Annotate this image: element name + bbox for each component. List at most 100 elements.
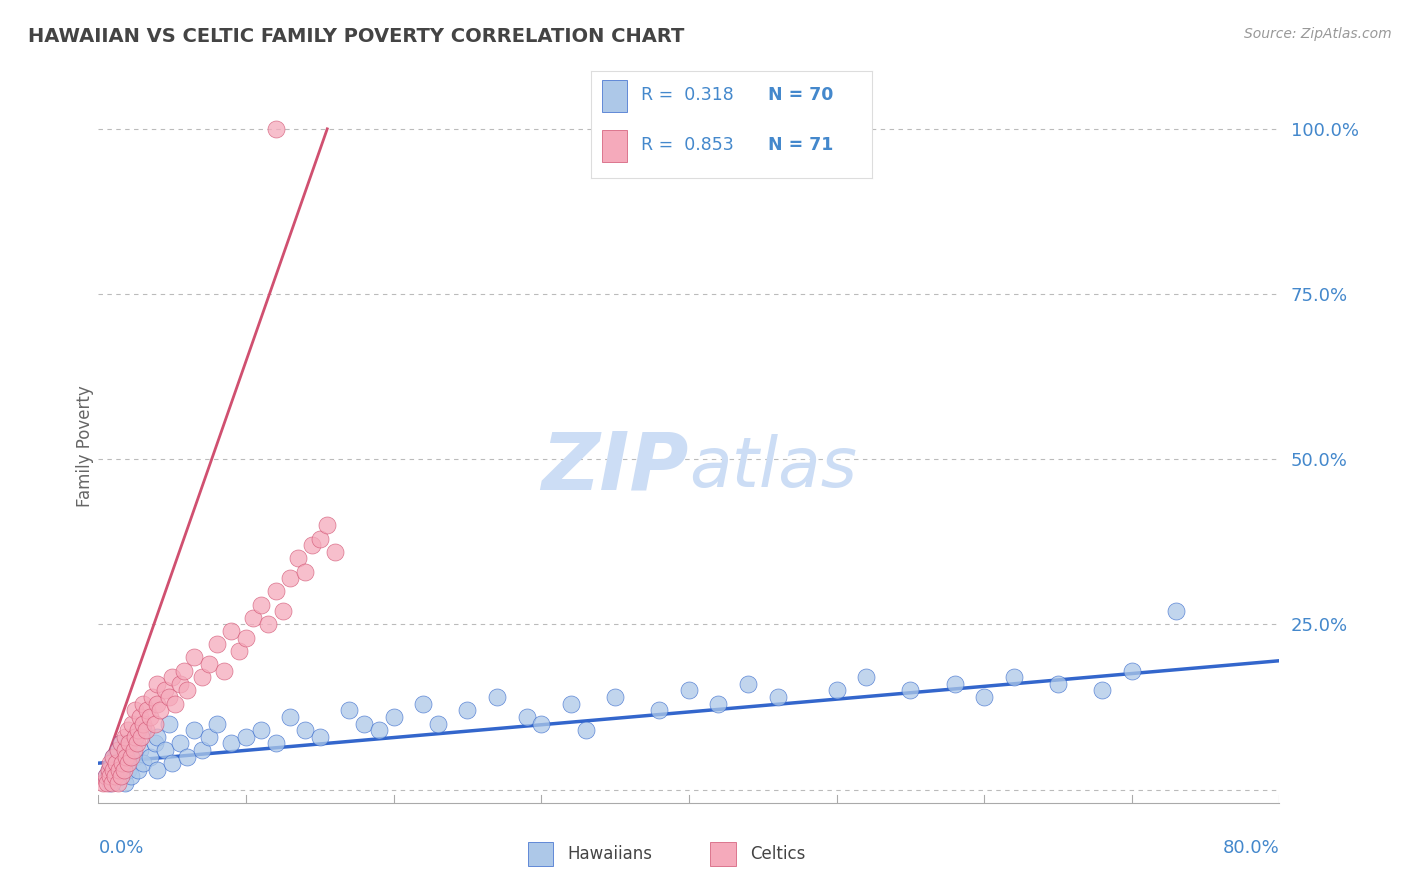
Point <box>264 736 287 750</box>
Point <box>117 723 139 738</box>
Point <box>176 683 198 698</box>
Point <box>129 730 152 744</box>
Point <box>125 736 148 750</box>
Point <box>97 763 120 777</box>
Point <box>103 763 125 777</box>
Point <box>309 532 332 546</box>
Point <box>103 769 125 783</box>
Point <box>104 769 127 783</box>
Point <box>169 736 191 750</box>
Point <box>205 637 228 651</box>
Point <box>309 730 332 744</box>
Point <box>103 749 125 764</box>
Point <box>91 776 114 790</box>
Point <box>707 697 730 711</box>
Bar <box>602 80 627 112</box>
Point <box>235 631 257 645</box>
Point <box>127 763 149 777</box>
Point <box>127 723 149 738</box>
Point <box>120 749 142 764</box>
Point <box>900 683 922 698</box>
Point <box>118 736 141 750</box>
Point <box>574 723 596 738</box>
Point <box>128 743 150 757</box>
Point <box>855 670 877 684</box>
Point <box>108 763 131 777</box>
Point <box>157 716 180 731</box>
Point <box>737 677 759 691</box>
Point <box>323 545 346 559</box>
Point <box>212 664 235 678</box>
Point <box>191 743 214 757</box>
Text: atlas: atlas <box>689 434 856 501</box>
Point <box>316 518 339 533</box>
Text: HAWAIIAN VS CELTIC FAMILY POVERTY CORRELATION CHART: HAWAIIAN VS CELTIC FAMILY POVERTY CORREL… <box>28 27 685 45</box>
Point <box>132 723 155 738</box>
Bar <box>602 130 627 162</box>
Point <box>139 749 162 764</box>
Point <box>183 723 205 738</box>
Point <box>173 664 195 678</box>
Point <box>153 683 176 698</box>
Point <box>264 121 287 136</box>
Point <box>128 710 150 724</box>
Point <box>111 756 134 771</box>
Point <box>250 723 273 738</box>
Point <box>124 703 146 717</box>
Point <box>122 743 145 757</box>
Point <box>235 730 257 744</box>
Point <box>114 743 136 757</box>
Bar <box>710 842 735 866</box>
Point <box>146 763 169 777</box>
Point <box>427 716 450 731</box>
Point <box>120 769 142 783</box>
Point <box>112 763 135 777</box>
Point <box>115 749 138 764</box>
Point <box>165 697 187 711</box>
Text: Source: ZipAtlas.com: Source: ZipAtlas.com <box>1244 27 1392 41</box>
Point <box>169 677 191 691</box>
Point <box>94 769 117 783</box>
Point <box>114 776 136 790</box>
Point <box>198 730 221 744</box>
Point <box>1091 683 1114 698</box>
Point <box>132 697 155 711</box>
Point <box>412 697 434 711</box>
Point <box>294 565 316 579</box>
Point <box>136 703 159 717</box>
Point <box>132 716 155 731</box>
Point <box>121 716 143 731</box>
Point <box>124 749 146 764</box>
Point <box>98 769 121 783</box>
Point <box>105 756 128 771</box>
Point <box>1046 677 1069 691</box>
Point <box>107 743 129 757</box>
Point <box>228 644 250 658</box>
Point <box>103 749 125 764</box>
Point <box>114 730 136 744</box>
Point <box>146 677 169 691</box>
Point <box>1164 604 1187 618</box>
Point <box>117 736 139 750</box>
Point <box>139 710 162 724</box>
Point <box>264 584 287 599</box>
Point <box>219 736 242 750</box>
Point <box>100 756 122 771</box>
Point <box>287 551 309 566</box>
Text: 0.0%: 0.0% <box>98 839 143 857</box>
Point <box>157 690 180 704</box>
Point <box>114 743 136 757</box>
Point <box>183 650 205 665</box>
Text: R =  0.318: R = 0.318 <box>641 86 734 103</box>
Point <box>100 776 122 790</box>
Point <box>191 670 214 684</box>
Text: Hawaiians: Hawaiians <box>568 845 652 863</box>
Y-axis label: Family Poverty: Family Poverty <box>76 385 94 507</box>
Text: N = 71: N = 71 <box>768 136 832 154</box>
Point <box>278 710 302 724</box>
Point <box>242 611 264 625</box>
Text: 80.0%: 80.0% <box>1223 839 1279 857</box>
Point <box>94 769 117 783</box>
Point <box>353 716 375 731</box>
Point <box>153 743 176 757</box>
